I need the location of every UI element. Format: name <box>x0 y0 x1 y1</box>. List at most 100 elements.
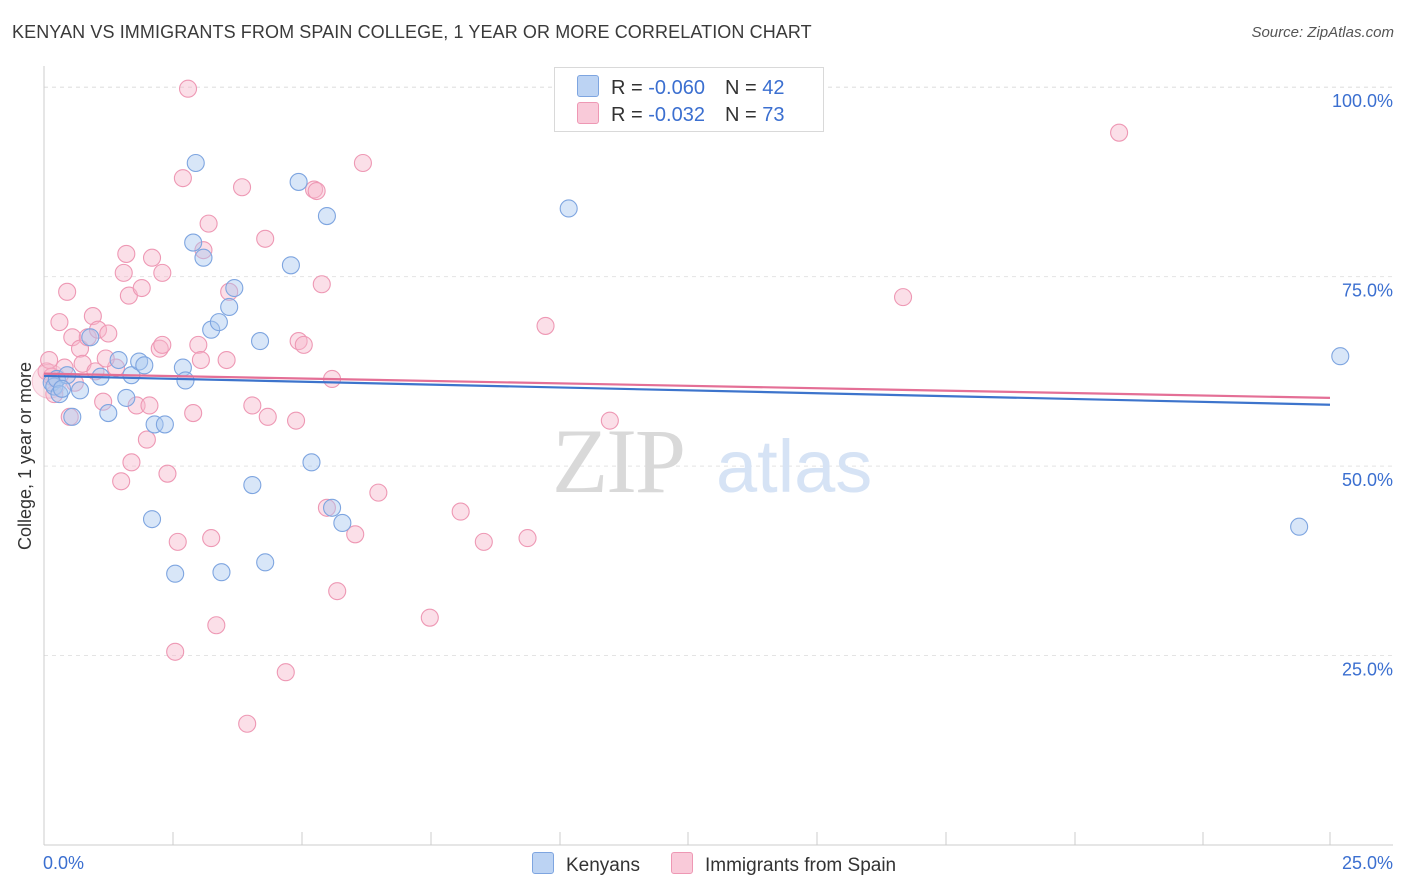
kenyans-point <box>63 407 82 426</box>
kenyans-point <box>225 278 244 298</box>
spain-point <box>137 430 156 449</box>
bottom-legend-kenyans: Kenyans <box>532 852 640 877</box>
spain-point <box>83 307 102 326</box>
spain-point <box>189 335 208 354</box>
spain-point <box>127 396 146 415</box>
y-tick-label: 25.0% <box>1342 660 1393 680</box>
watermark: ZIP atlas <box>552 410 872 512</box>
correlation-legend: R = -0.060 N = 42 R = -0.032 N = 73 <box>554 67 824 132</box>
spain-swatch <box>577 102 599 124</box>
spain-point <box>117 244 136 263</box>
kenyans-point <box>1290 517 1309 536</box>
kenyans-point <box>1331 347 1350 366</box>
spain-point <box>153 335 172 354</box>
kenyans-point <box>117 388 136 407</box>
spain-point <box>194 241 213 260</box>
spain-point <box>88 320 108 339</box>
spain-point <box>238 714 257 733</box>
spain-point <box>451 502 470 521</box>
spain-point <box>168 532 187 551</box>
kenyans-point <box>559 199 578 218</box>
kenyans-point <box>209 313 228 332</box>
bottom-legend-spain: Immigrants from Spain <box>671 852 896 877</box>
kenyans-point <box>70 381 90 400</box>
spain-point <box>94 392 113 411</box>
watermark-zip: ZIP <box>552 410 684 512</box>
watermark-atlas: atlas <box>716 425 872 508</box>
spain-point <box>112 472 131 491</box>
kenyans-point <box>289 172 308 191</box>
spain-point <box>328 582 347 601</box>
spain-point <box>287 411 306 430</box>
kenyans-point <box>186 153 205 173</box>
spain-r-value: -0.032 <box>648 104 705 126</box>
kenyans-point <box>135 356 154 375</box>
spain-point <box>153 263 172 282</box>
kenyans-trend-line <box>43 374 1331 406</box>
spain-point <box>114 263 133 282</box>
spain-point <box>346 525 365 544</box>
legend-row-spain: R = -0.032 N = 73 <box>577 102 784 128</box>
kenyans-point <box>243 476 262 495</box>
kenyans-point <box>250 332 270 351</box>
y-axis-label: College, 1 year or more <box>15 362 35 550</box>
kenyans-point <box>109 350 128 370</box>
series-spain-points <box>31 79 1129 733</box>
bottom-kenyans-label: Kenyans <box>566 855 640 876</box>
spain-point <box>199 214 218 233</box>
spain-point <box>217 350 236 370</box>
spain-point <box>474 532 493 551</box>
spain-point <box>256 229 275 248</box>
spain-point <box>50 313 69 332</box>
spain-point <box>207 616 226 635</box>
spain-point <box>140 396 159 415</box>
y-tick-label: 50.0% <box>1342 470 1393 490</box>
kenyans-point <box>142 510 162 529</box>
spain-point <box>158 464 177 483</box>
spain-point <box>142 248 162 267</box>
series-kenyans-points <box>42 153 1350 583</box>
spain-point <box>99 324 118 343</box>
kenyans-point <box>184 233 203 252</box>
kenyans-point <box>81 328 100 347</box>
spain-point <box>536 316 555 335</box>
kenyans-point <box>176 371 195 390</box>
spain-point <box>191 350 210 370</box>
spain-point <box>518 529 537 548</box>
spain-point <box>312 275 331 294</box>
spain-point <box>600 411 619 430</box>
legend-row-kenyans: R = -0.060 N = 42 <box>577 75 784 101</box>
kenyans-point <box>256 553 275 572</box>
spain-point <box>258 407 277 426</box>
spain-point <box>893 288 913 307</box>
kenyans-point <box>317 206 336 226</box>
spain-point <box>122 453 141 472</box>
spain-point <box>132 278 151 298</box>
kenyans-n-label: N = <box>724 77 763 99</box>
grid-lines <box>44 86 1393 657</box>
spain-point <box>178 79 198 98</box>
chart-title: KENYAN VS IMMIGRANTS FROM SPAIN COLLEGE,… <box>12 22 812 42</box>
spain-n-value: 73 <box>762 104 785 126</box>
kenyans-point <box>194 248 213 267</box>
spain-point <box>166 642 185 661</box>
kenyans-point <box>166 564 185 583</box>
kenyans-point <box>212 563 231 582</box>
spain-point <box>353 153 372 173</box>
spain-point <box>276 663 295 682</box>
kenyans-r-label: R = <box>611 77 649 99</box>
spain-point <box>184 404 203 423</box>
kenyans-point <box>52 379 72 398</box>
spain-point <box>202 529 221 548</box>
spain-point <box>243 396 262 415</box>
kenyans-point <box>99 404 118 423</box>
kenyans-swatch <box>577 75 599 97</box>
spain-point <box>58 282 77 301</box>
spain-point <box>307 181 326 201</box>
bottom-spain-label: Immigrants from Spain <box>705 855 897 876</box>
spain-point <box>317 498 336 517</box>
spain-point <box>232 178 252 197</box>
axes <box>43 66 1393 846</box>
spain-n-label: N = <box>724 104 763 126</box>
